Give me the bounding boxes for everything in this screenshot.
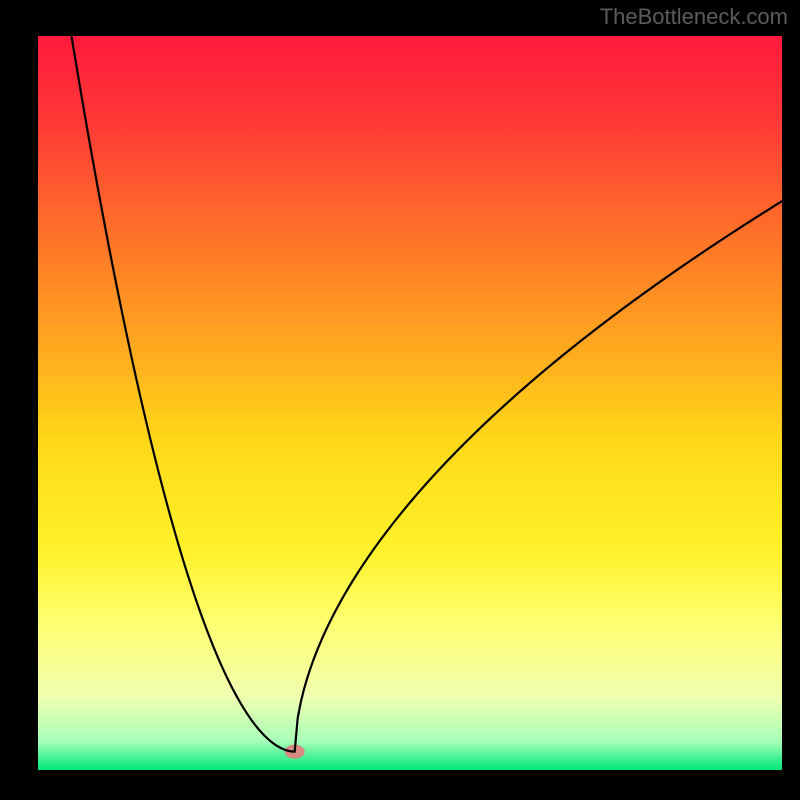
watermark-text: TheBottleneck.com: [600, 4, 788, 30]
plot-area: [38, 36, 782, 770]
chart-root: TheBottleneck.com: [0, 0, 800, 800]
bottleneck-chart: [0, 0, 800, 800]
